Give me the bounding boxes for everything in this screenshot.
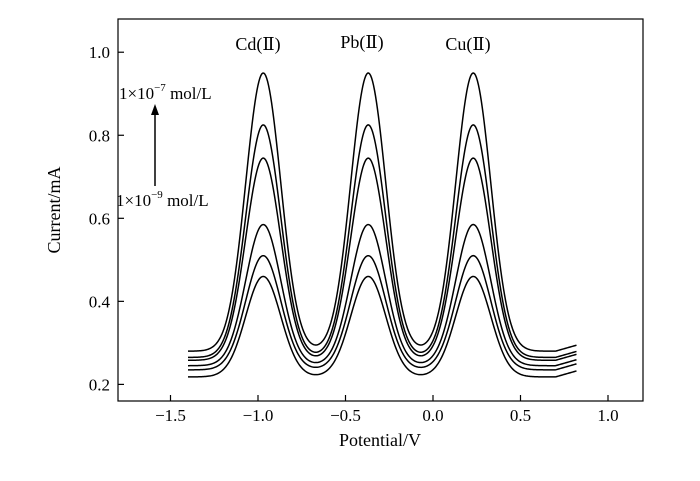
x-tick-label: 0.0 xyxy=(422,406,443,425)
concentration-arrow-head xyxy=(151,104,159,115)
x-tick-label: 1.0 xyxy=(597,406,618,425)
x-axis-ticks: −1.5 −1.0 −0.5 0.0 0.5 1.0 xyxy=(155,395,619,425)
series-lines xyxy=(187,72,577,378)
peak-label-cu: Cu(Ⅱ) xyxy=(445,34,490,55)
peak-label-cd: Cd(Ⅱ) xyxy=(235,34,280,55)
series-line xyxy=(187,157,577,362)
series-line xyxy=(187,124,577,359)
x-tick-label: −1.5 xyxy=(155,406,186,425)
series-line xyxy=(187,254,577,371)
y-axis-ticks: 0.2 0.4 0.6 0.8 1.0 xyxy=(89,43,124,394)
x-tick-label: −1.0 xyxy=(243,406,274,425)
annotation-low-concentration: 1×10−9 mol/L xyxy=(116,189,209,210)
y-tick-label: 0.4 xyxy=(89,292,111,311)
series-line xyxy=(187,72,577,352)
y-tick-label: 0.2 xyxy=(89,375,110,394)
x-tick-label: 0.5 xyxy=(510,406,531,425)
series-line xyxy=(188,223,577,367)
series-line xyxy=(188,275,577,378)
y-tick-label: 1.0 xyxy=(89,43,110,62)
annotation-high-concentration: 1×10−7 mol/L xyxy=(119,82,212,103)
x-axis-label: Potential/V xyxy=(339,430,421,450)
y-tick-label: 0.8 xyxy=(89,126,110,145)
y-tick-label: 0.6 xyxy=(89,209,110,228)
plot-frame xyxy=(117,18,644,402)
x-tick-label: −0.5 xyxy=(330,406,361,425)
peak-label-pb: Pb(Ⅱ) xyxy=(340,32,383,53)
y-axis-label: Current/mA xyxy=(44,167,64,254)
